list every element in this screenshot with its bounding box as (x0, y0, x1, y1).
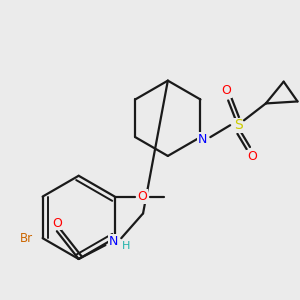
Text: S: S (234, 118, 242, 132)
Text: Br: Br (20, 232, 33, 245)
Text: O: O (137, 190, 147, 203)
Text: N: N (198, 133, 207, 146)
Text: O: O (221, 84, 231, 97)
Text: O: O (247, 150, 257, 164)
Text: O: O (52, 217, 62, 230)
Text: H: H (122, 241, 130, 251)
Text: N: N (109, 235, 118, 248)
